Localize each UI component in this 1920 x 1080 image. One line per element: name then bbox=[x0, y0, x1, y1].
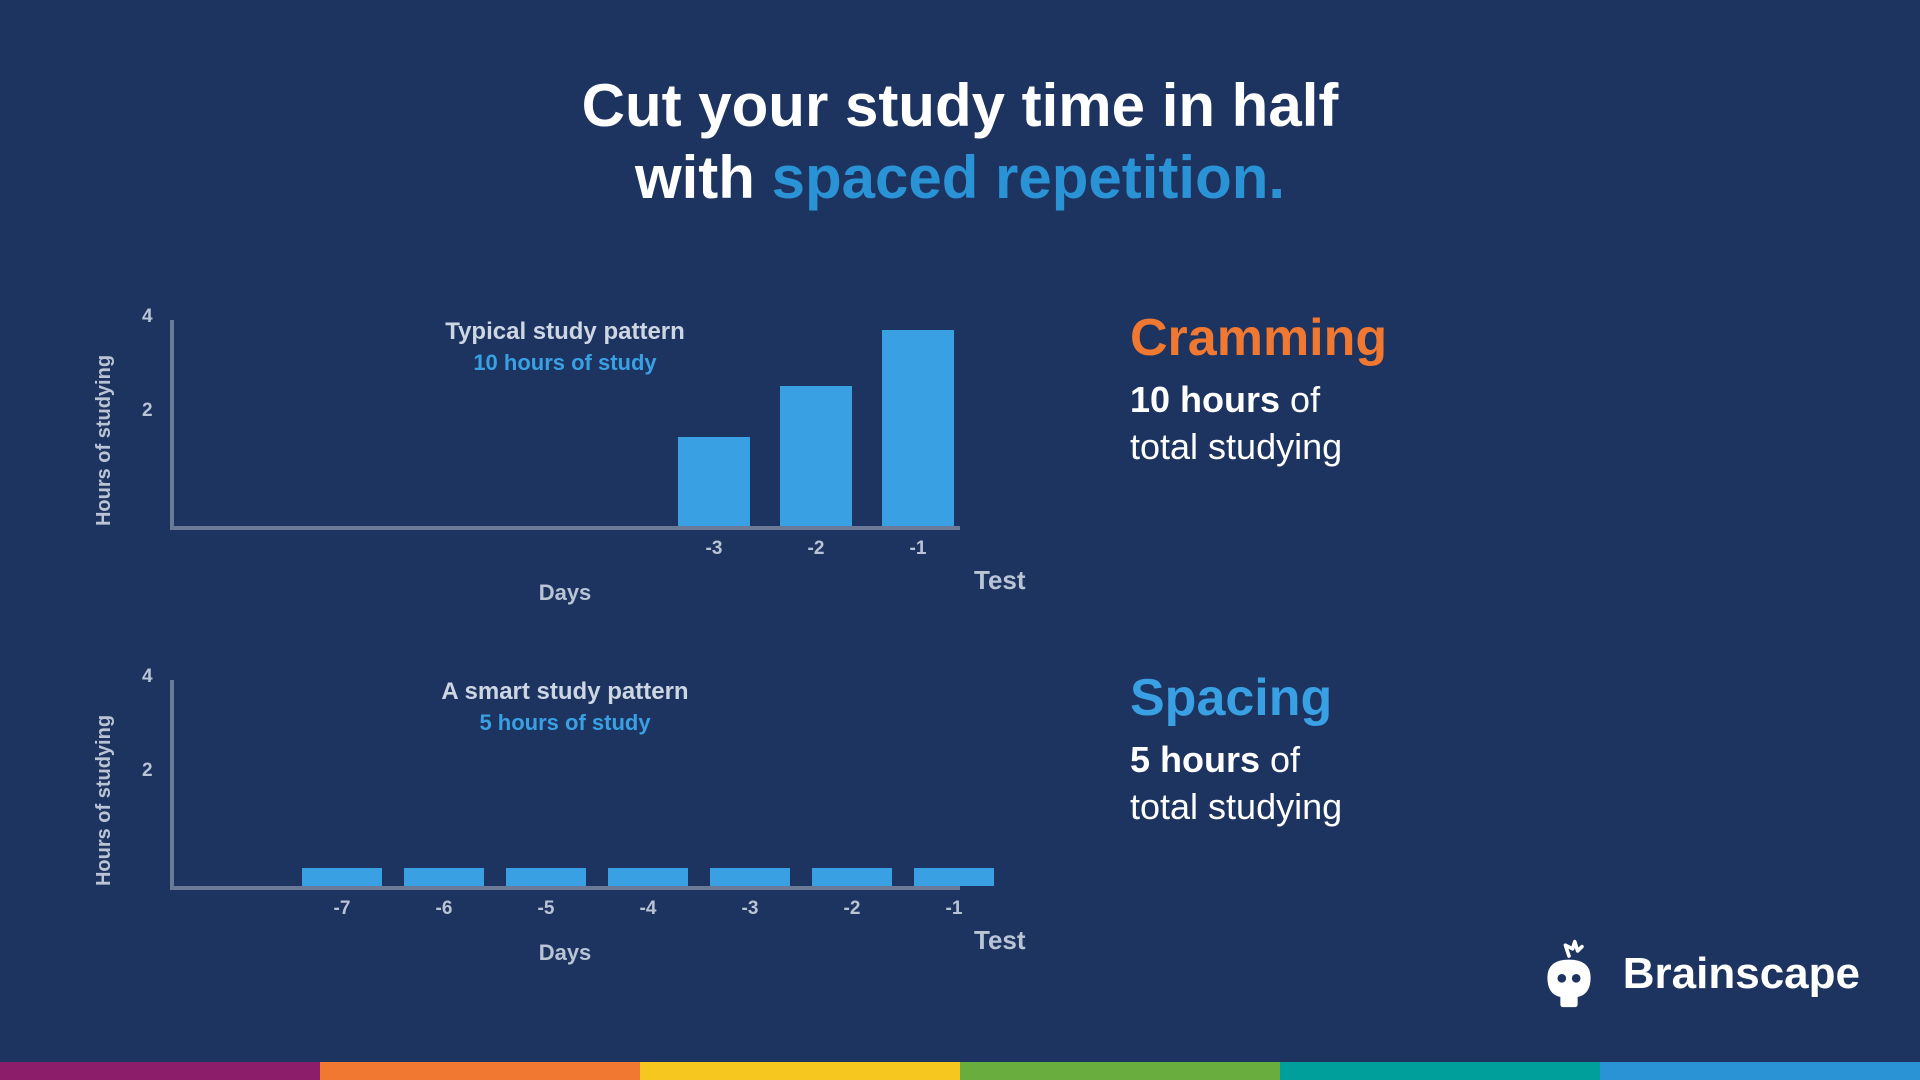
bar bbox=[914, 868, 994, 886]
brainscape-logo: Brainscape bbox=[1533, 938, 1860, 1010]
bar bbox=[302, 868, 382, 886]
headline-accent: spaced repetition. bbox=[772, 144, 1285, 211]
headline: Cut your study time in half with spaced … bbox=[0, 70, 1920, 214]
xaxis-label-top: Days bbox=[170, 580, 960, 606]
ytick: 4 bbox=[142, 666, 153, 688]
summary-cramming: Cramming 10 hours of total studying bbox=[1130, 310, 1387, 471]
xtick: -5 bbox=[538, 898, 555, 920]
stripe-segment bbox=[960, 1062, 1280, 1080]
xtick: -3 bbox=[742, 898, 759, 920]
xtick: -4 bbox=[640, 898, 657, 920]
chart-spacing: Hours of studying A smart study pattern … bbox=[100, 660, 1000, 980]
stripe-segment bbox=[1280, 1062, 1600, 1080]
summary-cramming-detail: 10 hours of total studying bbox=[1130, 377, 1387, 471]
summary-spacing-hours: 5 hours bbox=[1130, 739, 1260, 780]
bar bbox=[780, 386, 852, 526]
plot-bottom: 24-7-6-5-4-3-2-1Test bbox=[170, 680, 960, 890]
ytick: 2 bbox=[142, 400, 153, 422]
xtick: -3 bbox=[706, 538, 723, 560]
bottom-stripe bbox=[0, 1062, 1920, 1080]
bar bbox=[882, 330, 954, 526]
xaxis-label-bottom: Days bbox=[170, 940, 960, 966]
brainscape-icon bbox=[1533, 938, 1605, 1010]
bar bbox=[710, 868, 790, 886]
xtick: -7 bbox=[334, 898, 351, 920]
ytick: 2 bbox=[142, 760, 153, 782]
bar bbox=[678, 437, 750, 526]
xtick: -1 bbox=[910, 538, 927, 560]
row-spacing: Hours of studying A smart study pattern … bbox=[100, 660, 1900, 980]
stripe-segment bbox=[640, 1062, 960, 1080]
test-label: Test bbox=[974, 925, 1026, 956]
bar bbox=[608, 868, 688, 886]
xtick: -1 bbox=[946, 898, 963, 920]
headline-line1: Cut your study time in half bbox=[0, 70, 1920, 142]
summary-cramming-hours: 10 hours bbox=[1130, 379, 1280, 420]
ytick: 4 bbox=[142, 306, 153, 328]
summary-cramming-name: Cramming bbox=[1130, 310, 1387, 367]
plot-top: 24-3-2-1Test bbox=[170, 320, 960, 530]
brainscape-wordmark: Brainscape bbox=[1623, 949, 1860, 999]
yaxis-label-bottom: Hours of studying bbox=[90, 700, 120, 900]
stripe-segment bbox=[1600, 1062, 1920, 1080]
headline-line2-prefix: with bbox=[635, 144, 772, 211]
summary-spacing-name: Spacing bbox=[1130, 670, 1342, 727]
test-label: Test bbox=[974, 565, 1026, 596]
xtick: -2 bbox=[808, 538, 825, 560]
chart-cramming: Hours of studying Typical study pattern … bbox=[100, 300, 1000, 620]
row-cramming: Hours of studying Typical study pattern … bbox=[100, 300, 1900, 620]
stripe-segment bbox=[320, 1062, 640, 1080]
headline-line2: with spaced repetition. bbox=[0, 142, 1920, 214]
summary-spacing: Spacing 5 hours of total studying bbox=[1130, 670, 1342, 831]
yaxis-label-top: Hours of studying bbox=[90, 340, 120, 540]
bar bbox=[812, 868, 892, 886]
bar bbox=[506, 868, 586, 886]
xtick: -2 bbox=[844, 898, 861, 920]
stripe-segment bbox=[0, 1062, 320, 1080]
summary-spacing-detail: 5 hours of total studying bbox=[1130, 737, 1342, 831]
xtick: -6 bbox=[436, 898, 453, 920]
bar bbox=[404, 868, 484, 886]
